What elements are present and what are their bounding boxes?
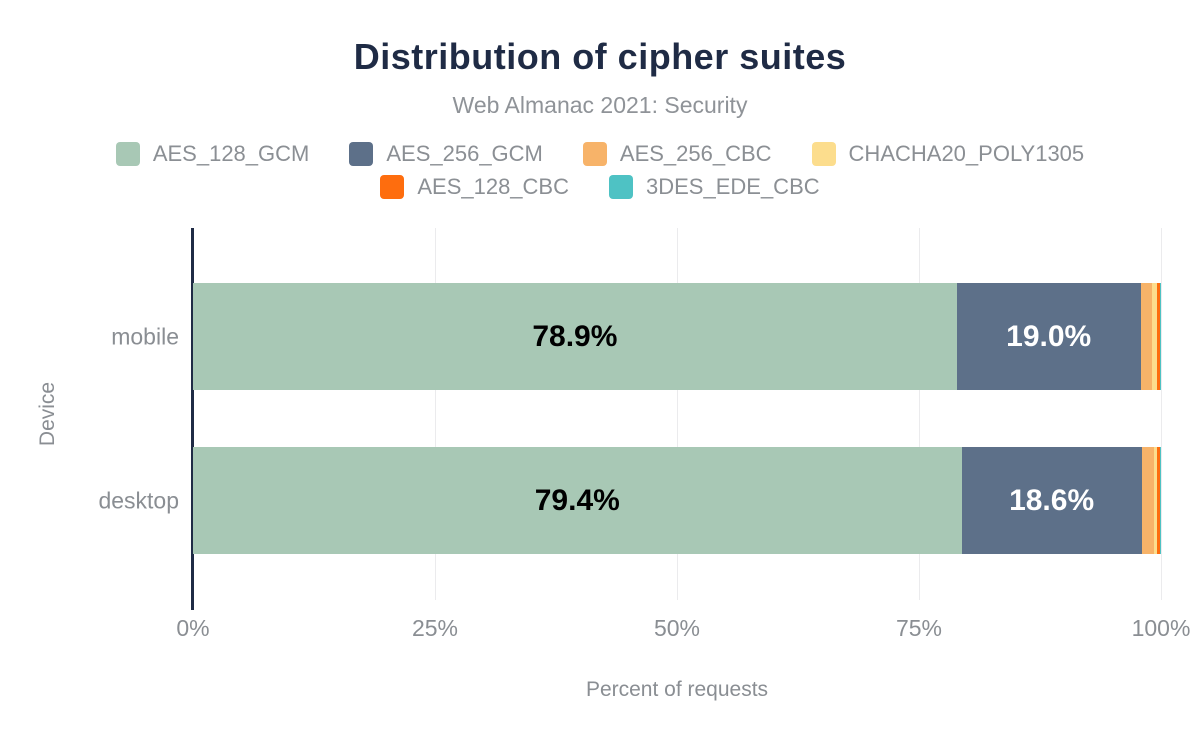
bar-segment-desktop-aes_256_gcm: 18.6% [961,447,1142,554]
legend-swatch-icon [609,175,633,199]
y-axis-title: Device [36,381,59,447]
data-label: 18.6% [1009,483,1095,517]
legend-label: AES_256_GCM [386,141,543,166]
gridline [435,228,436,600]
bar-segment-mobile-3des_ede_cbc [1159,283,1161,390]
x-tick-label: 25% [411,615,459,641]
chart-title: Distribution of cipher suites [353,36,847,77]
category-label-desktop: desktop [98,487,179,513]
data-label: 78.9% [532,319,618,353]
gridline [677,228,678,600]
plot-area: mobile 78.9% 19.0% desktop 79.4% 18.6% [98,228,1162,610]
bar-segment-mobile-aes_256_cbc [1140,283,1153,390]
bar-segment-desktop-aes_128_gcm: 79.4% [193,447,962,554]
legend-item-aes_256_gcm: AES_256_GCM [349,141,543,167]
gridline [919,228,920,600]
bar-row-mobile: mobile 78.9% 19.0% [111,283,1161,390]
legend-row: AES_128_CBC 3DES_EDE_CBC [380,174,820,200]
bar-segment-mobile-aes_128_gcm: 78.9% [193,283,957,390]
legend-label: 3DES_EDE_CBC [646,174,820,199]
legend-swatch-icon [349,142,374,166]
x-axis-ticks: 0% 25% 50% 75% 100% [176,615,1190,645]
bar-row-desktop: desktop 79.4% 18.6% [98,447,1161,554]
x-tick-label: 100% [1131,615,1191,641]
bar-segment-mobile-aes_128_cbc [1157,283,1160,390]
legend-label: AES_128_GCM [152,141,310,166]
legend-item-aes_256_cbc: AES_256_CBC [582,141,772,167]
data-label: 79.4% [534,483,620,517]
legend-label: AES_256_CBC [619,141,772,166]
data-label: 19.0% [1006,319,1092,353]
gridline [1161,228,1162,600]
legend-item-aes_128_gcm: AES_128_GCM [115,141,310,167]
legend: AES_128_GCM AES_256_GCM AES_256_CBC CHACHA2… [0,141,1200,200]
x-axis-title: Percent of requests [585,678,769,701]
legend-swatch-icon [582,142,607,166]
bar-segment-desktop-3des_ede_cbc [1159,447,1161,554]
legend-swatch-icon [115,142,140,166]
bar-segment-mobile-aes_256_gcm: 19.0% [956,283,1141,390]
legend-swatch-icon [811,142,836,166]
x-tick-label: 50% [653,615,701,641]
bar-segment-desktop-aes_256_cbc [1141,447,1155,554]
legend-row: AES_128_GCM AES_256_GCM AES_256_CBC CHACHA2… [115,141,1085,167]
legend-item-3des_ede_cbc: 3DES_EDE_CBC [609,174,820,200]
bar-segment-mobile-chacha20_poly1305 [1152,283,1158,390]
legend-label: CHACHA20_POLY1305 [848,141,1085,166]
x-tick-label: 0% [176,615,210,641]
chart-subtitle: Web Almanac 2021: Security [452,92,748,118]
legend-label: AES_128_CBC [417,174,569,199]
legend-item-chacha20_poly1305: CHACHA20_POLY1305 [811,141,1085,167]
legend-item-aes_128_cbc: AES_128_CBC [380,174,569,200]
bar-segment-desktop-chacha20_poly1305 [1154,447,1158,554]
legend-swatch-icon [380,175,405,199]
bar-segment-desktop-aes_128_cbc [1157,447,1160,554]
category-label-mobile: mobile [111,323,179,349]
y-axis-line [191,228,194,610]
x-tick-label: 75% [895,615,943,641]
